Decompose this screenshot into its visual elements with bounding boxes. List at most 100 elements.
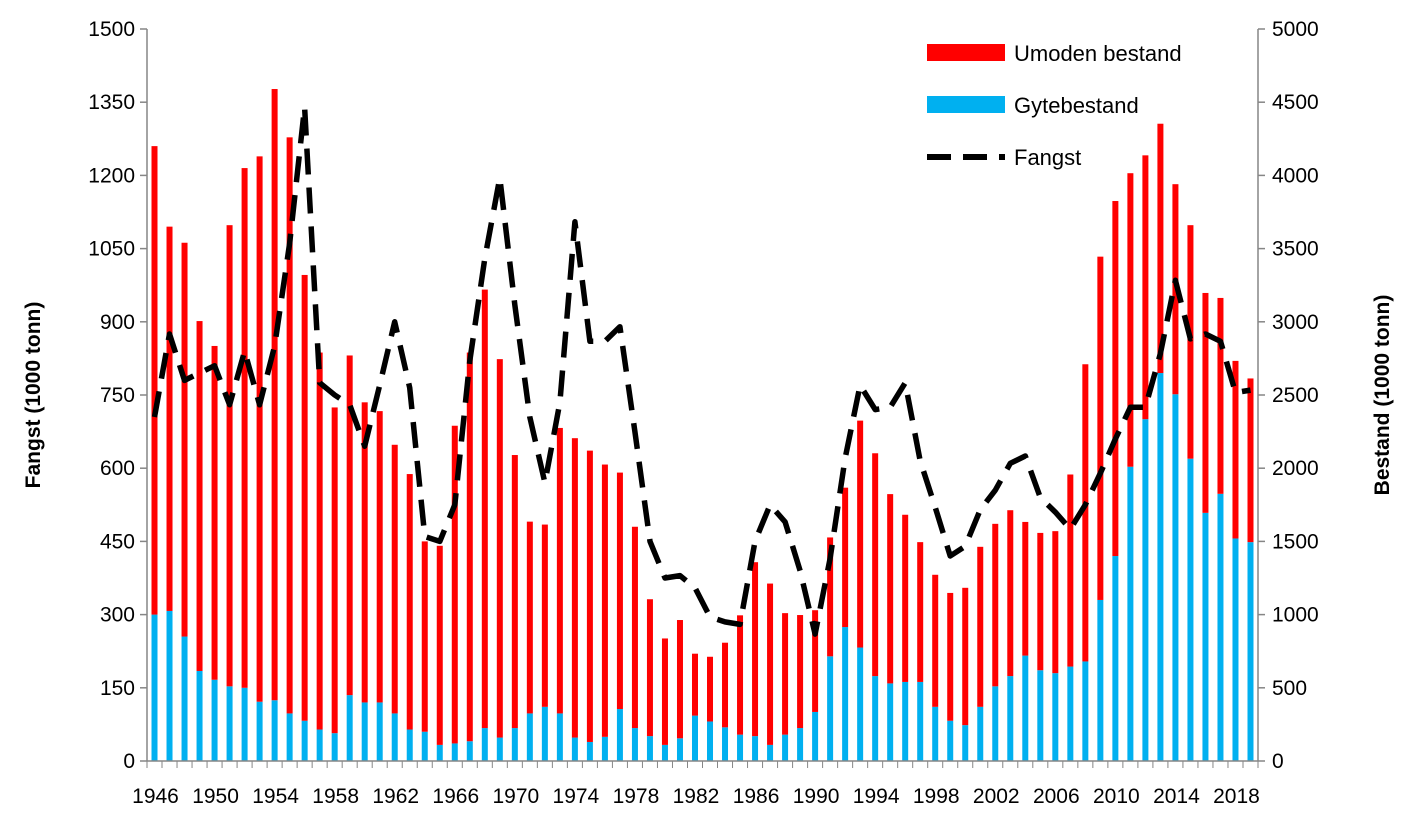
- bar-umoden-2017: [1217, 297, 1224, 494]
- bar-gytebestand-1980: [661, 744, 668, 761]
- bar-umoden-2018: [1232, 360, 1239, 539]
- right-tick-label: 1500: [1272, 530, 1319, 553]
- left-tick-label: 1200: [88, 164, 135, 187]
- bar-umoden-1990: [812, 610, 819, 712]
- bar-umoden-1976: [601, 464, 608, 737]
- bar-gytebestand-1952: [241, 687, 248, 761]
- bar-gytebestand-2019: [1247, 542, 1254, 761]
- bar-gytebestand-1975: [586, 741, 593, 761]
- bar-umoden-1971: [526, 521, 533, 714]
- bar-umoden-1995: [887, 494, 894, 684]
- bar-gytebestand-1989: [797, 728, 804, 761]
- bars-group: [151, 89, 1254, 761]
- right-tick-label: 2500: [1272, 384, 1319, 407]
- bar-gytebestand-1997: [917, 681, 924, 761]
- bar-umoden-1974: [571, 438, 578, 738]
- x-tick-label: 1986: [733, 785, 780, 808]
- bar-umoden-1978: [631, 526, 638, 729]
- bar-gytebestand-1955: [286, 713, 293, 761]
- bar-umoden-2004: [1022, 521, 1029, 656]
- line-fangst: [151, 104, 1251, 637]
- bar-umoden-1996: [902, 514, 909, 682]
- bar-gytebestand-2008: [1082, 661, 1089, 761]
- bar-umoden-2009: [1097, 256, 1104, 600]
- bar-gytebestand-1987: [767, 744, 774, 761]
- bar-gytebestand-2000: [962, 725, 969, 761]
- bar-umoden-1951: [226, 225, 233, 687]
- bar-gytebestand-1950: [211, 679, 218, 761]
- right-axis-title: Bestand (1000 tonn): [1371, 295, 1394, 496]
- bar-gytebestand-2004: [1022, 655, 1029, 761]
- bar-gytebestand-2014: [1172, 394, 1179, 761]
- bar-umoden-1946: [151, 146, 158, 615]
- right-tick-label: 1000: [1272, 604, 1319, 627]
- bar-umoden-1993: [857, 420, 864, 648]
- bar-gytebestand-1972: [541, 706, 548, 761]
- x-tick-label: 1990: [793, 785, 840, 808]
- bar-umoden-1947: [166, 226, 173, 611]
- bar-gytebestand-1964: [421, 731, 428, 761]
- bar-gytebestand-2010: [1112, 556, 1119, 761]
- bar-umoden-1948: [181, 242, 188, 637]
- bar-umoden-2010: [1112, 201, 1119, 557]
- bar-umoden-1980: [661, 638, 668, 745]
- x-tick-label: 1966: [432, 785, 479, 808]
- bar-gytebestand-1947: [166, 610, 173, 761]
- x-tick-label: 1954: [252, 785, 299, 808]
- bar-gytebestand-1981: [676, 738, 683, 761]
- legend: Umoden bestand Gytebestand Fangst: [927, 41, 1182, 170]
- x-tick-label: 1998: [913, 785, 960, 808]
- bar-gytebestand-1976: [601, 736, 608, 761]
- legend-label-fangst: Fangst: [1014, 145, 1081, 170]
- bar-umoden-2008: [1082, 364, 1089, 662]
- bar-umoden-2019: [1247, 378, 1254, 543]
- bar-gytebestand-1988: [782, 734, 789, 761]
- bar-umoden-2005: [1037, 532, 1044, 671]
- x-tick-label: 1946: [132, 785, 179, 808]
- left-tick-label: 750: [100, 384, 135, 407]
- right-tick-label: 0: [1272, 750, 1284, 773]
- bar-gytebestand-2006: [1052, 673, 1059, 761]
- bar-umoden-2015: [1187, 225, 1194, 459]
- left-axis-title: Fangst (1000 tonn): [22, 302, 45, 489]
- bar-gytebestand-1973: [556, 713, 563, 761]
- left-tick-label: 0: [123, 750, 135, 773]
- bar-gytebestand-2018: [1232, 538, 1239, 761]
- bar-gytebestand-2012: [1142, 419, 1149, 761]
- bar-gytebestand-1984: [722, 727, 729, 761]
- bar-umoden-1977: [616, 472, 623, 710]
- bar-umoden-1964: [421, 541, 428, 732]
- x-tick-label: 1958: [312, 785, 359, 808]
- bar-gytebestand-2002: [992, 686, 999, 761]
- bar-umoden-1959: [346, 355, 353, 696]
- bar-umoden-1962: [391, 444, 398, 714]
- bar-gytebestand-1968: [481, 728, 488, 761]
- right-tick-label: 500: [1272, 677, 1307, 700]
- x-tick-label: 1982: [673, 785, 720, 808]
- bar-umoden-1994: [872, 453, 879, 677]
- left-tick-label: 450: [100, 530, 135, 553]
- left-tick-label: 300: [100, 604, 135, 627]
- bar-umoden-2000: [962, 587, 969, 726]
- bar-umoden-1999: [947, 592, 954, 721]
- bar-gytebestand-1962: [391, 713, 398, 761]
- bar-gytebestand-1983: [707, 721, 714, 761]
- bar-umoden-1949: [196, 321, 203, 671]
- bar-gytebestand-1977: [616, 709, 623, 761]
- bar-umoden-1952: [241, 168, 248, 688]
- left-tick-label: 900: [100, 311, 135, 334]
- bar-gytebestand-1970: [511, 728, 518, 761]
- bar-umoden-1982: [691, 653, 698, 716]
- bar-umoden-1970: [511, 455, 518, 729]
- bar-umoden-1956: [301, 274, 308, 721]
- bar-gytebestand-1998: [932, 706, 939, 761]
- x-tick-label: 2014: [1153, 785, 1200, 808]
- left-tick-label: 1500: [88, 18, 135, 41]
- bar-gytebestand-1995: [887, 683, 894, 761]
- bar-gytebestand-1978: [631, 728, 638, 761]
- bar-gytebestand-1999: [947, 720, 954, 761]
- bar-gytebestand-2016: [1202, 512, 1209, 761]
- bar-gytebestand-1958: [331, 733, 338, 761]
- right-tick-label: 4000: [1272, 164, 1319, 187]
- tick-labels-group: 0 150 300 450 600 750 900 1050 1200 1350 1500 0 500 1…: [88, 18, 1318, 808]
